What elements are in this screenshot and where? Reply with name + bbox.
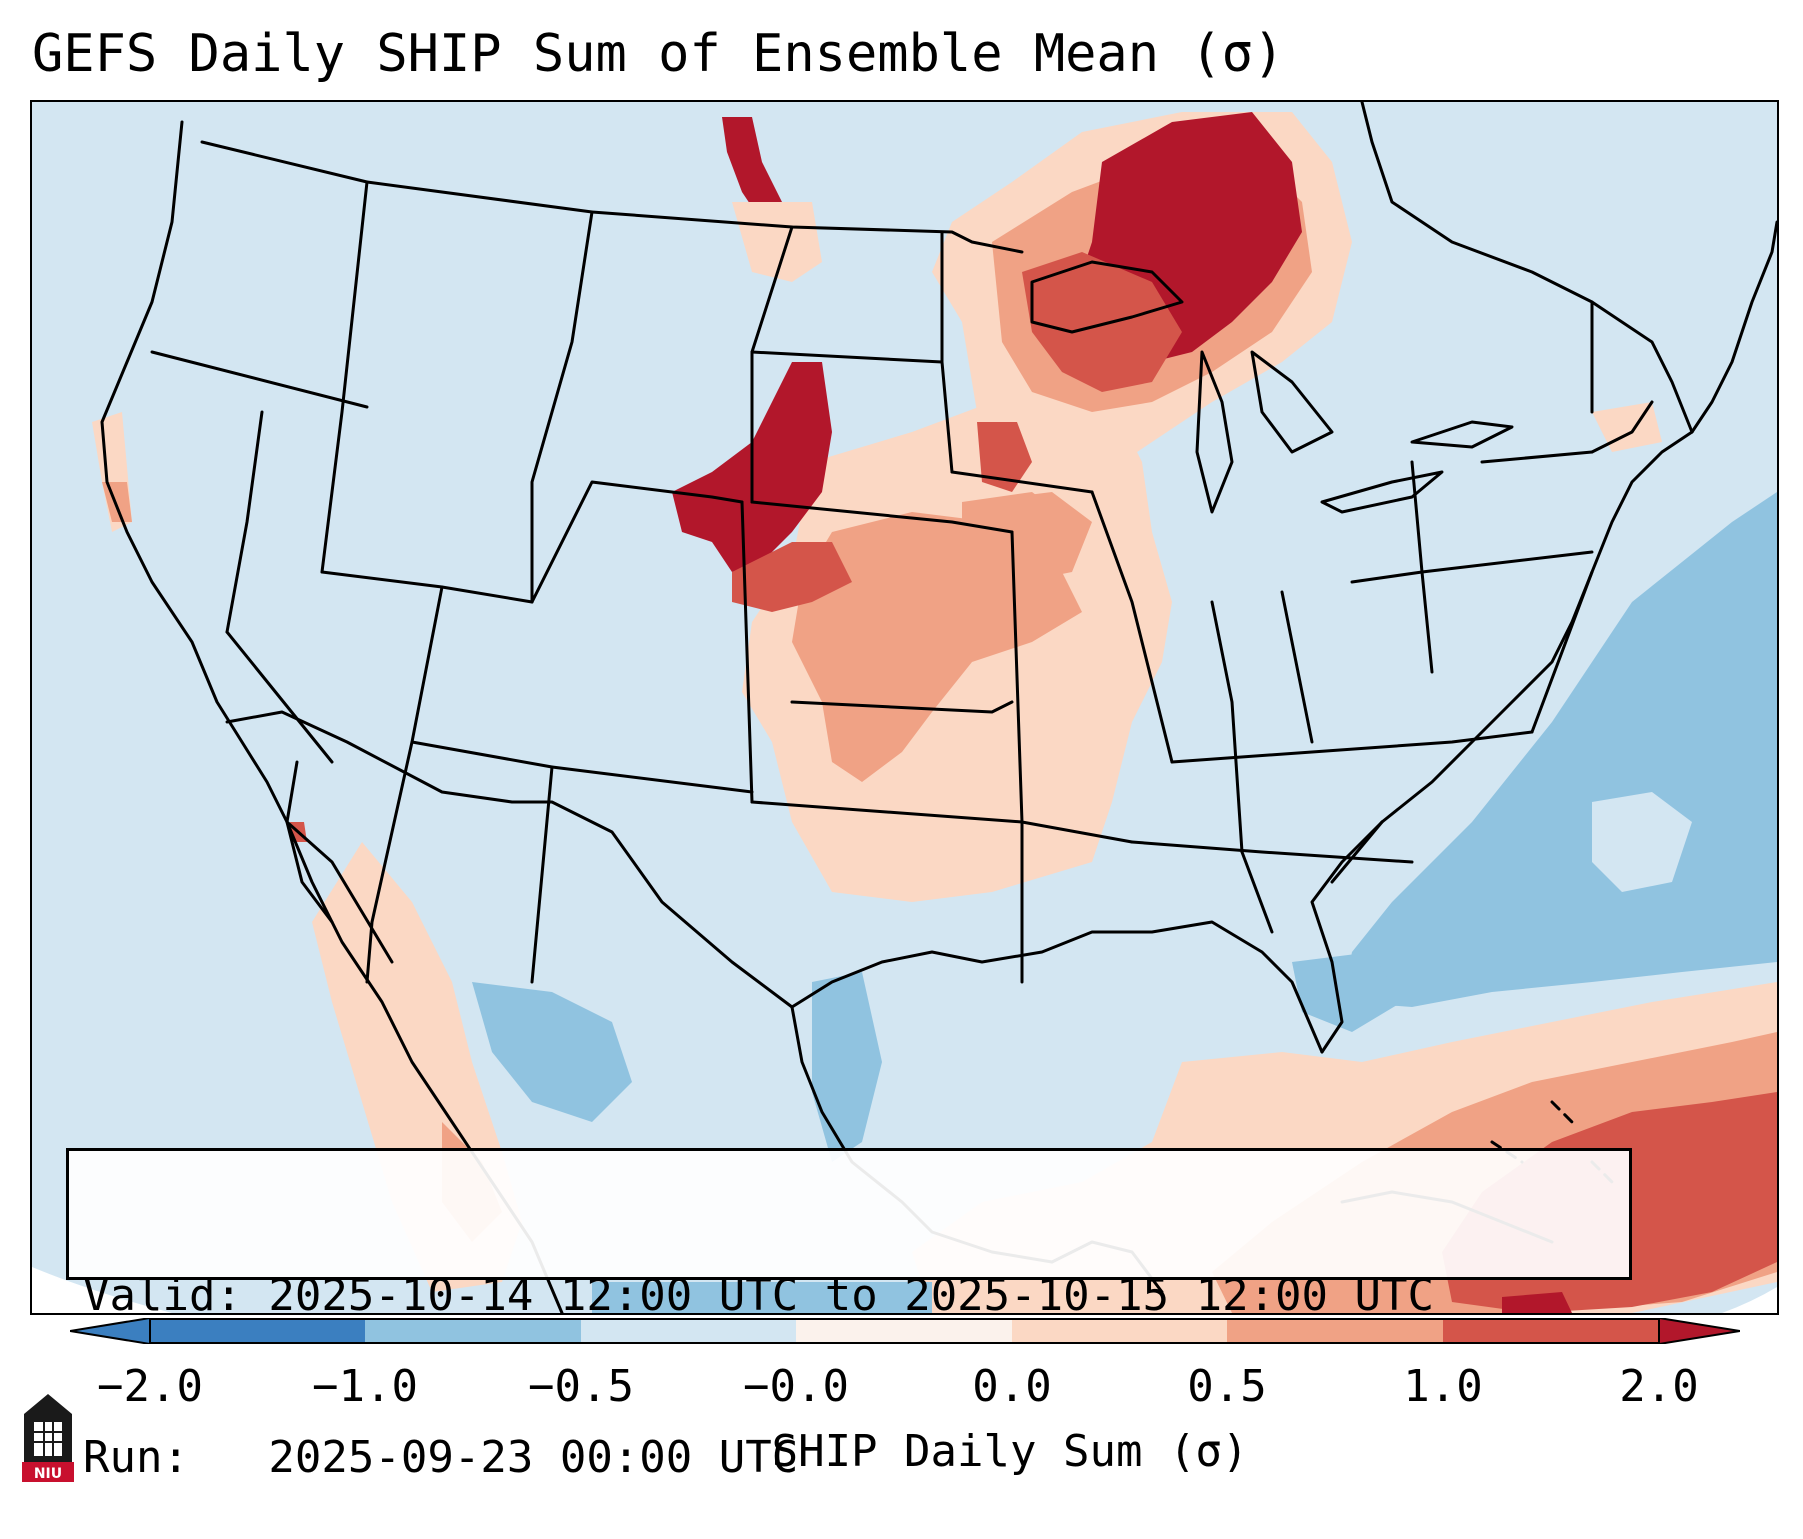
southern-negative-strip — [592, 1282, 932, 1313]
colorbar-tick-label: −0.0 — [743, 1361, 849, 1412]
colorbar-tick-label: 1.0 — [1403, 1361, 1483, 1412]
colorbar-extend-high — [1658, 1318, 1740, 1344]
colorbar-segment-pos-mid — [1227, 1318, 1443, 1344]
colorbar-tick-label: −1.0 — [312, 1361, 418, 1412]
colorbar-segment-zero — [796, 1318, 1012, 1344]
projection-edge-left — [32, 1267, 172, 1313]
lake-superior-positive-strong — [1022, 252, 1182, 392]
ship-anomaly-map — [32, 102, 1777, 1313]
boundaries — [100, 102, 1777, 1313]
valid-time-text: Valid: 2025-10-14 12:00 UTC to 2025-10-1… — [83, 1270, 1435, 1321]
colorbar-frame — [149, 1318, 1660, 1344]
projection-edge-right — [1722, 1287, 1777, 1313]
valid-run-info-box: Valid: 2025-10-14 12:00 UTC to 2025-10-1… — [66, 1148, 1632, 1483]
run-time-text: Run: 2025-09-23 00:00 UTC — [83, 1432, 799, 1483]
colorbar-label: SHIP Daily Sum (σ) — [771, 1426, 1249, 1477]
wisconsin-positive-strong — [977, 422, 1032, 492]
colorbar-segment-pos-weak — [1012, 1318, 1227, 1344]
iowa-positive-mid — [962, 492, 1072, 582]
colorbar-segment-neg-strong — [150, 1318, 365, 1344]
texas-negative-patch — [812, 972, 882, 1162]
logo-text: NIU — [34, 1466, 62, 1482]
niu-logo-icon: NIU — [22, 1394, 74, 1482]
dakotas-positive-strong — [732, 542, 852, 612]
montana-positive-weak — [732, 202, 822, 282]
colorbar-tick-label: −2.0 — [97, 1361, 203, 1412]
colorbar-segment-neg-weak — [581, 1318, 796, 1344]
map-title: GEFS Daily SHIP Sum of Ensemble Mean (σ) — [32, 24, 1285, 84]
atlantic-negative-blob — [1592, 792, 1692, 892]
caribbean-positive-max — [1502, 1292, 1572, 1313]
colorbar — [70, 1318, 1740, 1344]
mexico-negative-patch — [472, 982, 632, 1122]
colorbar-tick-label: 2.0 — [1619, 1361, 1699, 1412]
colorbar-segment-neg-mid — [365, 1318, 581, 1344]
colorbar-tick-label: −0.5 — [528, 1361, 634, 1412]
colorbar-tick-label: 0.0 — [972, 1361, 1052, 1412]
colorbar-segment-pos-strong — [1443, 1318, 1659, 1344]
colorbar-extend-low — [70, 1318, 151, 1344]
colorbar-tick-label: 0.5 — [1187, 1361, 1267, 1412]
map-panel — [30, 100, 1779, 1315]
florida-negative-patch — [1292, 952, 1402, 1032]
